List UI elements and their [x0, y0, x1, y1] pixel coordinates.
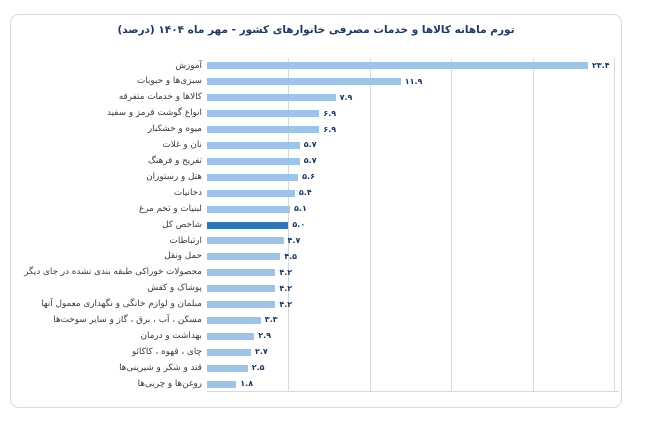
chart-row: قند و شکر و شیرینی‌ها ۲.۵: [11, 360, 623, 376]
value-label: ۵.۷: [303, 156, 317, 166]
bar: [207, 110, 320, 118]
bar: [207, 126, 320, 134]
category-label: ارتباطات: [169, 235, 202, 246]
value-label: ۴.۲: [279, 267, 293, 277]
chart-row: چای ، قهوه ، کاکائو ۲.۷: [11, 344, 623, 360]
chart-row: آموزش ۲۳.۴: [11, 58, 623, 74]
category-label: میوه و خشکبار: [147, 124, 202, 135]
chart-row: هتل و رستوران ۵.۶: [11, 169, 623, 185]
chart-row: بهداشت و درمان ۲.۹: [11, 328, 623, 344]
gridline: [288, 58, 290, 392]
chart-row: نان و غلات ۵.۷: [11, 138, 623, 154]
category-label: لبنیات و تخم مرغ: [138, 203, 202, 214]
value-label: ۱۱.۹: [404, 76, 423, 86]
value-label: ۵.۶: [302, 172, 315, 182]
category-label: محصولات خوراکی طبقه بندی نشده در جای دیگ…: [24, 267, 202, 278]
category-label: انواع گوشت قرمز و سفید: [106, 108, 202, 119]
value-label: ۴.۲: [279, 299, 293, 309]
value-label: ۶.۹: [323, 124, 337, 134]
chart-row: روغن‌ها و چربی‌ها ۱.۸: [11, 376, 623, 392]
category-label: چای ، قهوه ، کاکائو: [131, 346, 202, 357]
bar: [207, 364, 248, 372]
category-label: روغن‌ها و چربی‌ها: [137, 378, 202, 389]
chart-title: تورم ماهانه کالاها و خدمات مصرفی خانواره…: [117, 24, 515, 36]
chart-row: لبنیات و تخم مرغ ۵.۱: [11, 201, 623, 217]
chart-row: سبزی‌ها و حبوبات ۱۱.۹: [11, 74, 623, 90]
chart-container: تورم ماهانه کالاها و خدمات مصرفی خانواره…: [10, 14, 622, 408]
gridline: [451, 58, 453, 392]
chart-row: انواع گوشت قرمز و سفید ۶.۹: [11, 106, 623, 122]
bar: [207, 221, 289, 229]
bar: [207, 269, 276, 277]
chart-row: محصولات خوراکی طبقه بندی نشده در جای دیگ…: [11, 265, 623, 281]
category-label: بهداشت و درمان: [140, 330, 202, 341]
category-label: شاخص کل: [162, 219, 202, 230]
bar: [207, 332, 255, 340]
bar: [207, 285, 276, 293]
bar: [207, 189, 295, 197]
bar: [207, 157, 300, 165]
value-label: ۲۳.۴: [591, 60, 610, 70]
category-label: نان و غلات: [162, 140, 202, 151]
gridline: [369, 58, 371, 392]
bar: [207, 94, 336, 102]
category-label: تفریح و فرهنگ: [148, 155, 202, 166]
bar: [207, 78, 401, 86]
category-label: کالاها و خدمات متفرقه: [118, 92, 202, 103]
value-label: ۱.۸: [240, 379, 254, 389]
value-label: ۵.۰: [292, 220, 306, 230]
chart-row: کالاها و خدمات متفرقه ۷.۹: [11, 90, 623, 106]
chart-row: تفریح و فرهنگ ۵.۷: [11, 153, 623, 169]
value-label: ۵.۱: [294, 204, 307, 214]
chart-row: حمل ونقل ۴.۵: [11, 249, 623, 265]
category-label: سبزی‌ها و حبوبات: [137, 76, 202, 87]
category-label: پوشاک و کفش: [147, 283, 202, 294]
gridline: [532, 58, 534, 392]
value-label: ۲.۵: [251, 363, 265, 373]
category-label: دخانیات: [173, 187, 202, 198]
category-label: آموزش: [175, 60, 202, 71]
gridline: [614, 58, 615, 392]
category-label: مسکن ، آب ، برق ، گاز و سایر سوخت‌ها: [53, 315, 202, 326]
value-label: ۵.۴: [298, 188, 312, 198]
value-label: ۵.۷: [303, 140, 317, 150]
category-label: مبلمان و لوازم خانگی و نگهداری معمول آنه…: [41, 299, 202, 310]
category-label: هتل و رستوران: [146, 171, 202, 182]
bar: [207, 141, 300, 149]
bar-rows: آموزش ۲۳.۴ سبزی‌ها و حبوبات ۱۱.۹ کالاها …: [11, 58, 623, 392]
bar: [207, 253, 281, 261]
category-label: قند و شکر و شیرینی‌ها: [119, 362, 202, 373]
value-label: ۴.۵: [284, 251, 298, 261]
bar: [207, 316, 261, 324]
plot-area: آموزش ۲۳.۴ سبزی‌ها و حبوبات ۱۱.۹ کالاها …: [11, 58, 623, 392]
chart-row: ارتباطات ۴.۷: [11, 233, 623, 249]
chart-row: دخانیات ۵.۴: [11, 185, 623, 201]
chart-row: شاخص کل ۵.۰: [11, 217, 623, 233]
value-label: ۷.۹: [339, 92, 353, 102]
bar: [207, 301, 276, 309]
bar: [207, 205, 291, 213]
value-label: ۴.۷: [287, 235, 301, 245]
chart-row: مسکن ، آب ، برق ، گاز و سایر سوخت‌ها ۳.۳: [11, 313, 623, 329]
chart-row: مبلمان و لوازم خانگی و نگهداری معمول آنه…: [11, 297, 623, 313]
value-label: ۴.۲: [279, 283, 293, 293]
value-label: ۳.۳: [264, 315, 278, 325]
bar: [207, 173, 299, 181]
x-axis-line: [207, 391, 619, 392]
bar: [207, 62, 588, 70]
category-label: حمل ونقل: [164, 251, 202, 262]
bar: [207, 237, 284, 245]
chart-row: میوه و خشکبار ۶.۹: [11, 122, 623, 138]
value-label: ۲.۹: [258, 331, 272, 341]
chart-row: پوشاک و کفش ۴.۲: [11, 281, 623, 297]
bar: [207, 348, 251, 356]
bar: [207, 380, 237, 388]
value-label: ۲.۷: [254, 347, 268, 357]
value-label: ۶.۹: [323, 108, 337, 118]
